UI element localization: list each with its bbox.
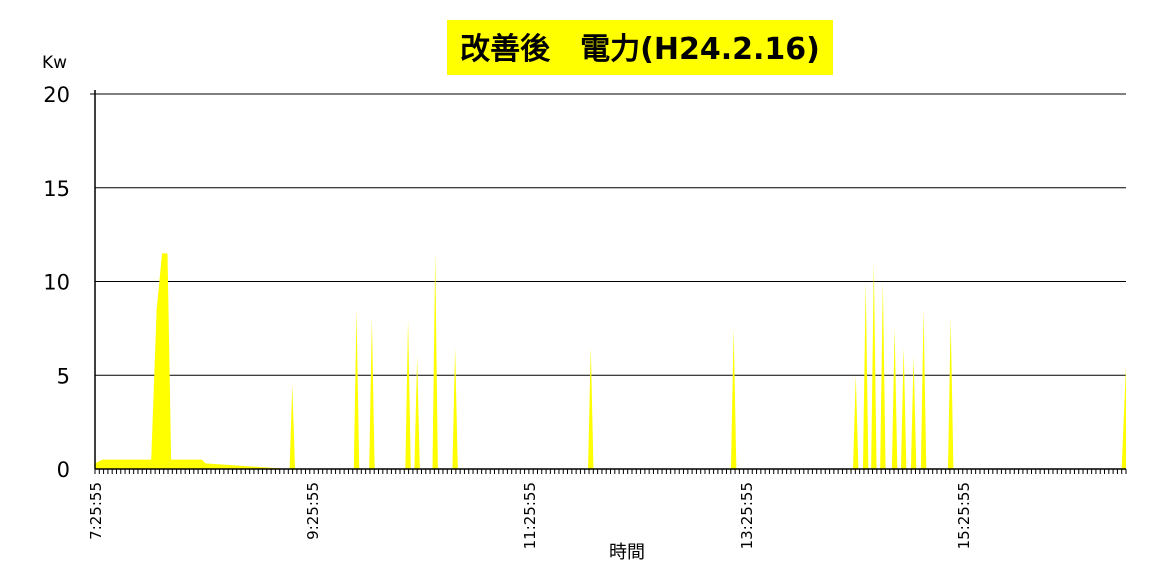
- y-tick-labels: 0 5 10 15 20: [43, 83, 70, 482]
- chart-title: 改善後 電力(H24.2.16): [460, 32, 820, 67]
- y-tick-label: 15: [43, 177, 70, 201]
- title-highlight: [447, 20, 833, 75]
- gridlines: [95, 93, 1126, 376]
- y-tick-label: 10: [43, 271, 70, 295]
- x-tick-label: 7:25:55: [87, 482, 105, 540]
- x-tick-label: 11:25:55: [521, 482, 539, 549]
- y-axis-unit: Kw: [42, 53, 67, 73]
- x-axis-label: 時間: [609, 542, 645, 563]
- x-tick-label: 9:25:55: [304, 482, 322, 540]
- x-tick-label: 13:25:55: [738, 482, 756, 549]
- x-tick-labels: 7:25:55 9:25:55 11:25:55 13:25:55 15:25:55: [87, 482, 973, 549]
- x-tick-label: 15:25:55: [955, 482, 973, 549]
- y-tick-label: 0: [57, 458, 70, 482]
- y-tick-label: 5: [57, 364, 70, 388]
- axes: [90, 90, 1127, 474]
- data-area: [95, 253, 1126, 469]
- series-area: [95, 253, 1126, 469]
- y-tick-label: 20: [43, 83, 70, 107]
